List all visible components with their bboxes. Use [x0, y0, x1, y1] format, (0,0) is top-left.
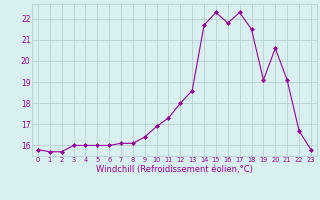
X-axis label: Windchill (Refroidissement éolien,°C): Windchill (Refroidissement éolien,°C) [96, 165, 253, 174]
